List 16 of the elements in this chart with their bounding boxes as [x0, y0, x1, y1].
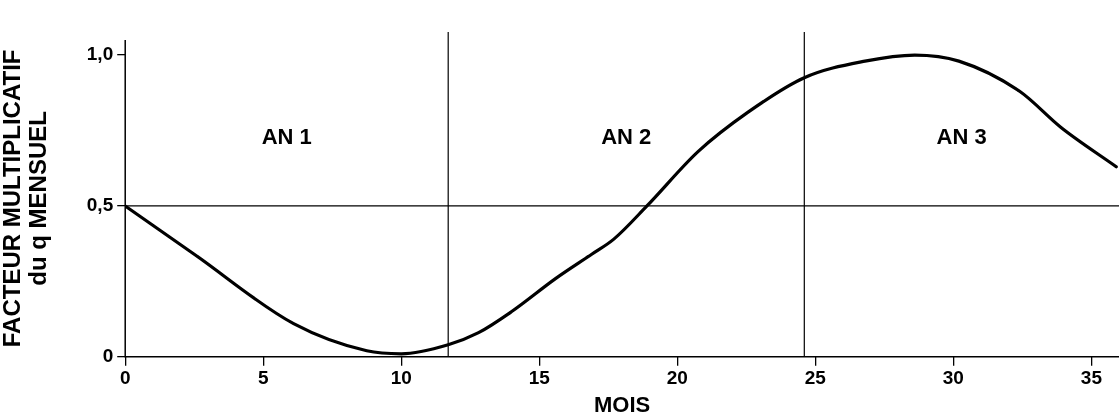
annotation: AN 2: [601, 124, 652, 150]
y-axis-title: FACTEUR MULTIPLICATIF du q MENSUEL: [0, 49, 52, 348]
x-tick-label: 35: [1080, 367, 1103, 389]
x-axis-title: MOIS: [593, 391, 651, 417]
y-tick-label: 0: [102, 345, 114, 367]
y-tick-label: 1,0: [86, 43, 114, 65]
x-tick-label: 20: [666, 367, 688, 389]
annotation: AN 1: [261, 124, 312, 150]
x-tick-label: 10: [390, 367, 412, 389]
x-tick-label: 15: [528, 367, 551, 389]
x-tick-label: 30: [942, 367, 964, 389]
x-tick-label: 5: [257, 367, 269, 389]
x-tick-label: 0: [119, 367, 131, 389]
annotation: AN 3: [936, 124, 987, 150]
y-tick-label: 0,5: [86, 194, 114, 216]
x-tick-label: 25: [804, 367, 827, 389]
